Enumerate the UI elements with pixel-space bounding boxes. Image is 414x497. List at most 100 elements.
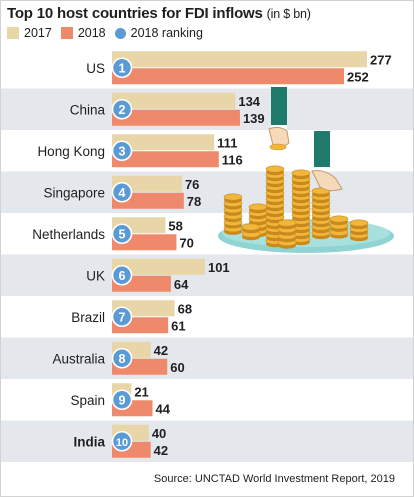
value-label-2017: 111 [217, 135, 237, 150]
category-label: India [73, 434, 105, 449]
coin-icon [329, 215, 349, 223]
category-label: US [86, 61, 105, 76]
rank-badge [111, 98, 133, 120]
value-label-2018: 139 [243, 111, 265, 126]
category-row: 58 70 Netherlands 5 [32, 217, 194, 251]
rank-number: 7 [119, 310, 126, 324]
chart-title: Top 10 host countries for FDI inflows (in… [7, 5, 311, 22]
rank-number: 10 [116, 437, 128, 449]
value-label-2017: 68 [178, 301, 192, 316]
value-label-2017: 42 [154, 343, 168, 358]
rank-badge [111, 347, 133, 369]
rank-number: 6 [119, 269, 126, 283]
bar-2017 [112, 134, 215, 151]
value-label-2018: 44 [156, 401, 171, 416]
coin-icon [291, 169, 311, 177]
rank-number: 5 [119, 227, 126, 241]
coins-illustration-icon [218, 87, 394, 253]
rank-number: 9 [119, 393, 126, 407]
legend-ranking-dot [114, 27, 126, 39]
legend-swatch-2017 [7, 27, 19, 39]
value-label-2018: 64 [174, 277, 189, 292]
coin-icon [248, 203, 268, 211]
category-label: Spain [70, 393, 105, 408]
legend-label-ranking: 2018 ranking [130, 26, 203, 40]
legend-label-2018: 2018 [77, 26, 106, 40]
coin-icon [269, 143, 287, 151]
legend-label-2017: 2017 [24, 26, 52, 40]
coin-icon [277, 219, 297, 227]
rank-number: 2 [119, 103, 126, 117]
rank-badge [111, 57, 133, 79]
chart-title-text: Top 10 host countries for FDI inflows [7, 5, 263, 22]
coin-icon [265, 165, 285, 173]
value-label-2018: 116 [222, 152, 243, 167]
cuff-icon [271, 125, 287, 129]
rank-badge [111, 264, 133, 286]
rank-badge [111, 430, 133, 452]
category-row: 40 42 India 10 [73, 424, 168, 458]
category-row: 76 78 Singapore 4 [43, 175, 201, 209]
hand-icon [311, 170, 343, 192]
cuff-icon [314, 167, 330, 171]
row-band [1, 337, 413, 379]
category-label: UK [86, 268, 105, 283]
rank-badge [111, 140, 133, 162]
source-note: Source: UNCTAD World Investment Report, … [153, 473, 395, 485]
value-label-2018: 78 [187, 194, 201, 209]
category-label: Hong Kong [37, 144, 105, 159]
rank-number: 4 [119, 186, 126, 200]
value-label-2018: 61 [171, 318, 185, 333]
category-row: 21 44 Spain 9 [70, 383, 171, 417]
bar-2018 [112, 109, 240, 126]
legend-item-2017: 2017 [7, 26, 52, 40]
bar-2017 [112, 51, 367, 68]
category-label: Netherlands [32, 227, 105, 242]
legend-swatch-2018 [60, 27, 73, 39]
value-label-2018: 42 [154, 443, 168, 458]
bar-2017 [112, 92, 236, 109]
rank-badge [111, 181, 133, 203]
bar-2017 [112, 258, 205, 275]
value-label-2017: 134 [238, 94, 260, 109]
category-row: 111 116 Hong Kong 3 [37, 134, 243, 168]
sleeve-icon [271, 87, 287, 127]
rank-number: 3 [119, 144, 126, 158]
rank-badge [111, 306, 133, 328]
bar-2018 [112, 151, 219, 168]
value-label-2017: 58 [168, 218, 182, 233]
chart-unit: (in $ bn) [266, 7, 311, 21]
legend-item-2018: 2018 [60, 26, 106, 40]
category-label: Brazil [71, 310, 105, 325]
row-band [1, 296, 413, 338]
category-row: 68 61 Brazil 7 [71, 300, 192, 334]
category-row: 134 139 China 2 [70, 92, 265, 126]
coin-icon [223, 193, 243, 201]
category-label: Singapore [43, 185, 105, 200]
value-label-2017: 40 [152, 426, 166, 441]
legend: 2017 2018 2018 ranking [7, 26, 212, 40]
row-band [1, 254, 413, 296]
row-band [1, 379, 413, 421]
value-label-2017: 277 [370, 52, 392, 67]
value-label-2017: 101 [208, 260, 230, 275]
value-label-2018: 60 [170, 360, 184, 375]
coin-icon [349, 219, 369, 227]
value-label-2017: 21 [134, 384, 148, 399]
category-label: Australia [52, 351, 105, 366]
rank-badge [111, 223, 133, 245]
rank-number: 1 [119, 61, 126, 75]
value-label-2018: 252 [347, 69, 369, 84]
row-bands [1, 47, 413, 462]
legend-item-ranking: 2018 ranking [114, 26, 203, 40]
row-band [1, 171, 413, 213]
rank-badge [111, 389, 133, 411]
category-label: China [70, 102, 106, 117]
row-band [1, 420, 413, 462]
rank-number: 8 [119, 352, 126, 366]
value-label-2017: 76 [185, 177, 199, 192]
